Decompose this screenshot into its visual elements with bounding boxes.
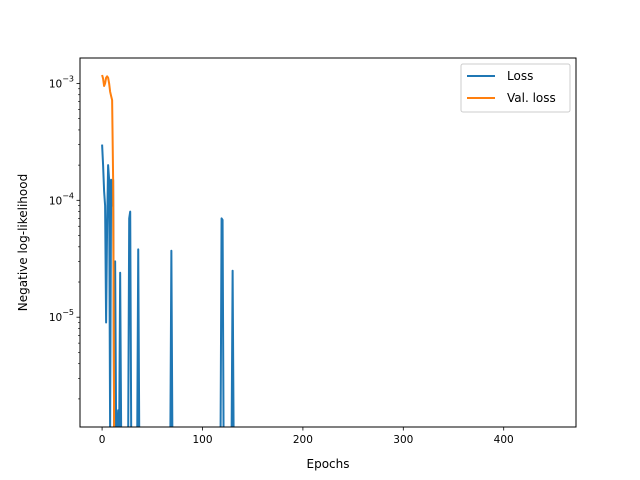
series-layer xyxy=(101,74,235,427)
x-axis-label: Epochs xyxy=(307,457,350,471)
legend-label-loss: Loss xyxy=(507,69,533,83)
x-tick-label: 0 xyxy=(99,434,106,446)
series-line-loss xyxy=(101,144,235,427)
x-tick-label: 100 xyxy=(192,434,212,446)
legend-label-val-loss: Val. loss xyxy=(507,91,556,105)
x-tick-label: 300 xyxy=(393,434,413,446)
plot-frame xyxy=(79,57,577,428)
legend: Loss Val. loss xyxy=(460,63,571,113)
x-axis: 0 100 200 300 400 xyxy=(99,427,514,446)
x-tick-label: 400 xyxy=(494,434,514,446)
series-line-val-loss xyxy=(101,74,116,427)
y-axis-label: Negative log-likelihood xyxy=(16,174,30,311)
x-tick-label: 200 xyxy=(293,434,313,446)
